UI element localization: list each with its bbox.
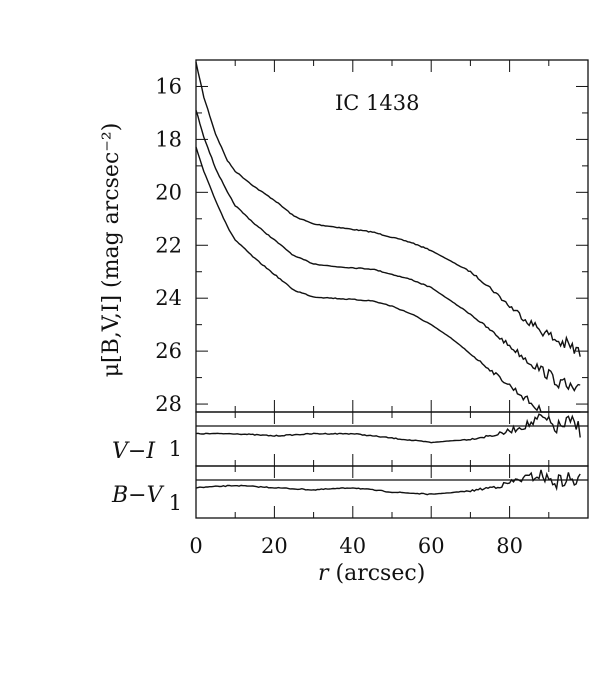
x-tick-label: 0	[189, 534, 202, 558]
y-tick-label: 16	[155, 74, 182, 98]
profile-curve-3	[195, 146, 581, 413]
x-tick-label: 80	[496, 534, 523, 558]
x-tick-label: 40	[339, 534, 366, 558]
y-axis-title: μ[B,V,I] (mag arcsec⁻²)	[99, 123, 124, 378]
bv-panel-label: B−V	[111, 483, 165, 508]
data-curves	[195, 62, 588, 496]
x-tick-label: 20	[261, 534, 288, 558]
bv-tick-label: 1	[169, 491, 182, 515]
x-axis-variable: r	[318, 561, 330, 586]
y-tick-label: 26	[155, 339, 182, 363]
y-tick-label: 18	[155, 127, 182, 151]
y-tick-label: 22	[155, 233, 182, 257]
x-axis-unit: (arcsec)	[329, 561, 426, 586]
profile-curve-1	[195, 62, 581, 357]
profile-curve-2	[195, 109, 581, 392]
vi-panel-frame	[195, 411, 589, 467]
y-tick-label: 24	[155, 286, 182, 310]
x-tick-label: 60	[418, 534, 445, 558]
vi-panel-label: V−I	[112, 439, 156, 464]
panel-frames	[195, 59, 589, 519]
x-axis-title: r (arcsec)	[318, 561, 425, 586]
y-tick-label: 28	[155, 392, 182, 416]
axis-ticks	[195, 59, 588, 518]
chart-title: IC 1438	[335, 91, 419, 115]
y-tick-label: 20	[155, 180, 182, 204]
tick-labels: 16 18 20 22 24 26 28 0 20 40 60 80 1 1	[155, 74, 523, 558]
vi-tick-label: 1	[169, 437, 182, 461]
bv-color-curve	[195, 469, 581, 496]
vi-color-curve	[195, 413, 581, 444]
